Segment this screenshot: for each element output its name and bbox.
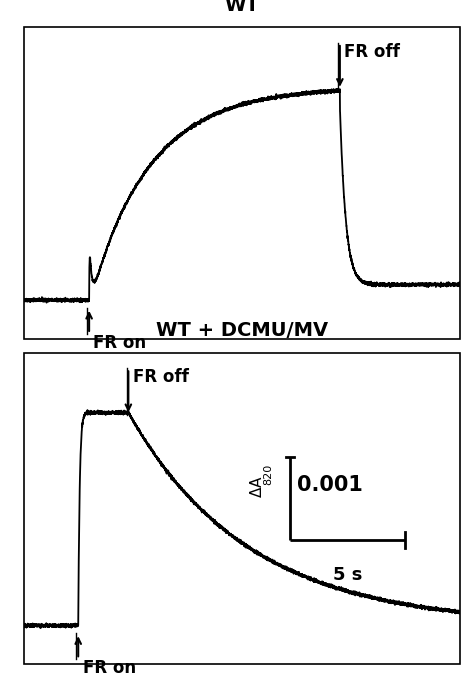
Bar: [24, 27, 460, 339]
Text: $\Delta$A: $\Delta$A: [249, 475, 265, 498]
Text: FR off: FR off: [133, 369, 189, 386]
Text: WT + DCMU/MV: WT + DCMU/MV: [155, 321, 328, 340]
Text: 5 s: 5 s: [333, 566, 362, 584]
Text: 820: 820: [263, 464, 273, 485]
Text: WT: WT: [224, 0, 259, 15]
Text: 0.001: 0.001: [297, 475, 363, 495]
Bar: [24, 353, 460, 664]
Text: FR off: FR off: [344, 43, 400, 61]
Text: FR on: FR on: [82, 659, 136, 677]
Text: FR on: FR on: [93, 334, 146, 352]
